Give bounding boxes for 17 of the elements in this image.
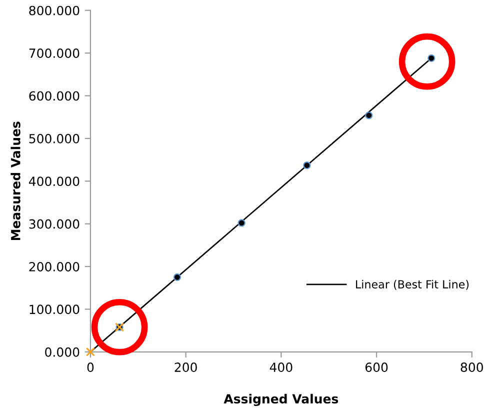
y-tick-label: 0.000 [45,347,80,357]
y-tick-label: 300.000 [29,219,80,229]
x-tick-label: 600 [365,362,388,372]
y-tick-label: 400.000 [28,176,80,186]
y-tick-label: 800.000 [29,6,80,16]
y-axis-title: Measured Values [10,122,20,240]
y-tick-label: 200.000 [29,262,80,272]
x-tick-label: 0 [87,362,94,372]
x-axis-title: Assigned Values [224,394,338,406]
y-tick-label: 700.000 [29,48,80,58]
y-tick-label: 100.000 [30,304,80,314]
y-tick-label: 600.000 [29,91,80,101]
legend-label: Linear (Best Fit Line) [356,280,469,290]
y-tick-label: 500.000 [29,134,80,144]
x-tick-label: 800 [460,362,483,372]
x-tick-label: 200 [174,362,197,372]
x-tick-label: 400 [270,362,292,372]
